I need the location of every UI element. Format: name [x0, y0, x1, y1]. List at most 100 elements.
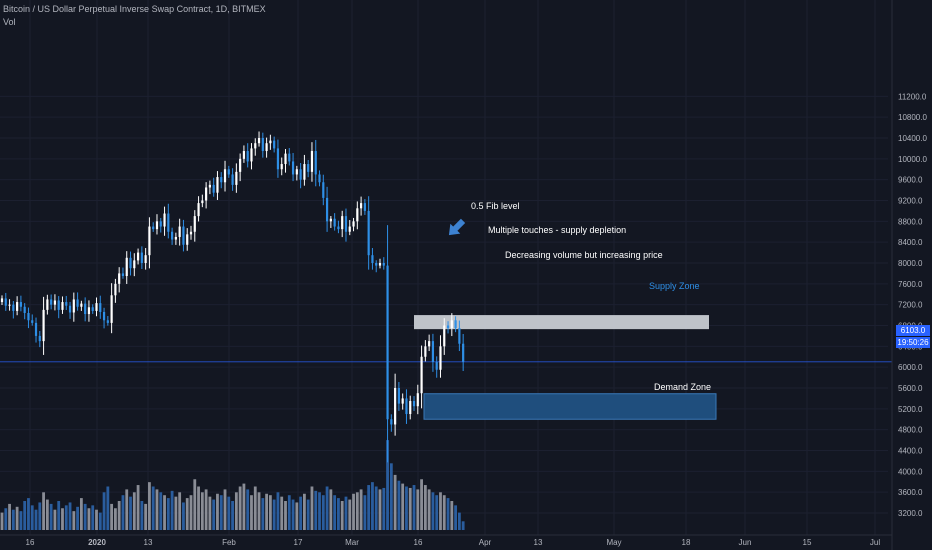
volume-bar [234, 492, 238, 530]
candle-body [125, 257, 128, 277]
candle-body [72, 299, 75, 313]
x-tick-label: 17 [294, 538, 303, 547]
candle-body [446, 325, 450, 329]
candle-body [291, 161, 295, 175]
candle-body [390, 419, 393, 425]
candle-body [310, 151, 314, 172]
candle-body [344, 216, 348, 232]
volume-bar [91, 505, 95, 530]
candle-body [314, 151, 317, 175]
volume-bar [125, 489, 129, 530]
y-tick-label: 10800.0 [898, 113, 927, 122]
volume-bar [227, 496, 231, 530]
candle-body [341, 216, 344, 230]
y-tick-label: 8400.0 [898, 238, 923, 247]
candle-body [167, 213, 170, 232]
candle-body [382, 263, 385, 266]
candle-body [303, 164, 306, 180]
y-tick-label: 5200.0 [898, 405, 923, 414]
candle-body [0, 298, 4, 303]
volume-bar [386, 440, 389, 530]
candle-body [273, 140, 276, 149]
volume-bar [200, 492, 204, 530]
candle-body [401, 398, 404, 404]
volume-bar [216, 493, 219, 530]
x-tick-label: Mar [345, 538, 359, 547]
y-tick-label: 8000.0 [898, 259, 923, 268]
volume-bar [314, 490, 318, 530]
volume-bar [272, 499, 276, 530]
volume-bar [303, 493, 306, 530]
candle-body [375, 263, 378, 266]
y-tick-label: 4400.0 [898, 447, 923, 456]
candle-body [140, 252, 143, 263]
fib-level-note: 0.5 Fib level [471, 201, 520, 211]
volume-bar [435, 495, 439, 530]
volume-bar [257, 492, 261, 530]
candle-body [148, 226, 151, 256]
volume-bar [151, 486, 155, 530]
volume-bar [359, 489, 363, 530]
volume-bar [178, 492, 182, 530]
candle-body [189, 231, 193, 235]
volume-bar [57, 501, 61, 530]
candle-body [129, 257, 132, 269]
volume-bar [340, 501, 344, 530]
candle-body [144, 255, 147, 263]
volume-bar [121, 495, 125, 530]
volume-bar [182, 502, 185, 530]
volume-bar [61, 508, 64, 530]
volume-bar [95, 509, 98, 530]
volume-bar [148, 482, 151, 530]
x-tick-label: 16 [414, 538, 423, 547]
volume-bar [34, 509, 38, 530]
volume-bar [321, 495, 325, 530]
volume-bar [333, 495, 337, 530]
volume-bar [87, 508, 91, 530]
volume-bar [378, 489, 382, 530]
candle-body [458, 328, 461, 344]
grid-lines [0, 0, 888, 535]
volume-bar [42, 492, 45, 530]
volume-bar [129, 496, 132, 530]
volume-bar [159, 492, 163, 530]
candle-body [53, 300, 57, 305]
volume-bar [98, 512, 102, 530]
volume-bar [280, 496, 284, 530]
candle-body [87, 307, 91, 315]
volume-bar [219, 495, 223, 530]
candle-body [378, 263, 382, 266]
volume-indicator-label[interactable]: Vol [3, 17, 16, 27]
x-tick-label: 13 [534, 538, 543, 547]
candle-body [397, 388, 400, 404]
volume-bar [442, 495, 446, 530]
candle-body [208, 184, 211, 188]
candle-body [322, 182, 325, 198]
volume-bar [284, 501, 287, 530]
volume-bar [174, 496, 178, 530]
y-tick-label: 4000.0 [898, 467, 923, 476]
candle-body [57, 300, 60, 310]
supply-zone-label: Supply Zone [649, 281, 700, 291]
y-tick-label: 10400.0 [898, 134, 927, 143]
volume-bar [136, 485, 140, 530]
demand-zone-label: Demand Zone [654, 382, 711, 392]
candle-body [163, 213, 166, 227]
candle-body [348, 226, 351, 232]
volume-bar [189, 495, 193, 530]
volume-bar [329, 489, 333, 530]
candle-body [450, 320, 453, 329]
volume-bar [83, 503, 87, 530]
candle-body [261, 138, 264, 152]
candle-body [431, 341, 435, 362]
volume-bar [450, 501, 454, 530]
candle-body [102, 311, 106, 321]
volume-bars [0, 440, 465, 530]
candle-body [110, 295, 113, 323]
candle-body [197, 203, 200, 217]
volume-bar [397, 480, 401, 530]
candle-body [284, 153, 287, 165]
volume-bar [337, 498, 340, 530]
volume-bar [27, 498, 30, 530]
